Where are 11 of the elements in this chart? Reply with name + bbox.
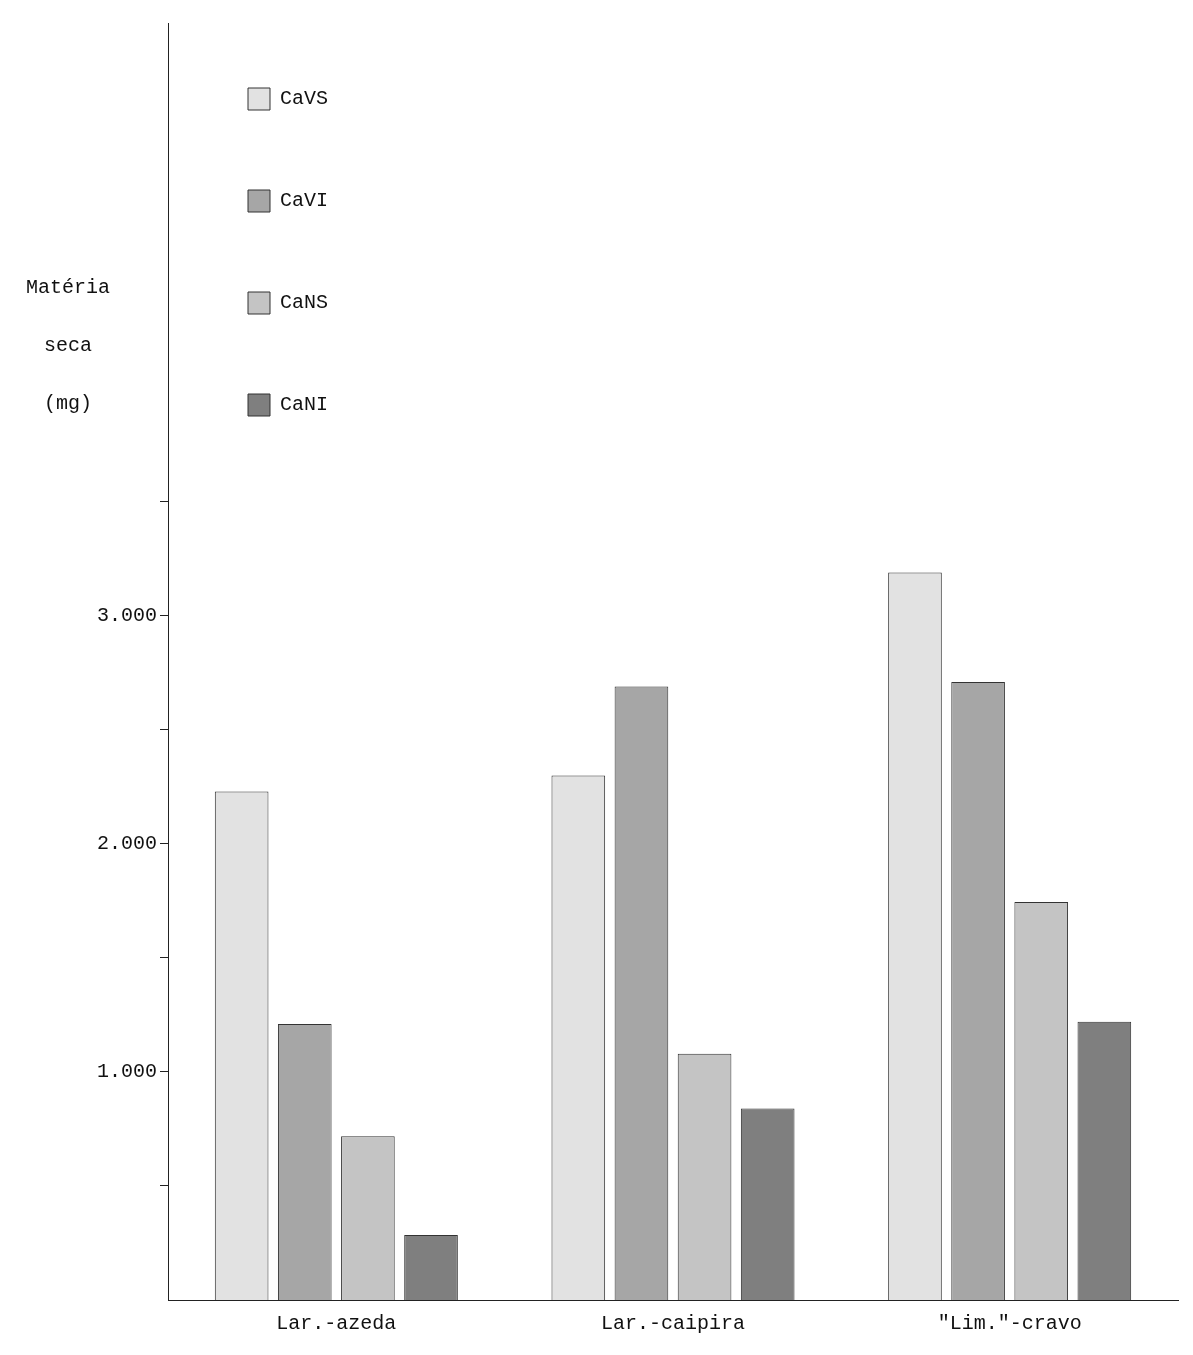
- legend-label: CaNI: [280, 393, 329, 417]
- y-tick-label: 2.000: [96, 832, 157, 856]
- y-tick-label: 1.000: [96, 1060, 157, 1084]
- x-tick-label: "Lim."-cravo: [937, 1312, 1082, 1336]
- legend-label: CaNS: [280, 291, 329, 315]
- x-tick-label: Lar.-azeda: [276, 1312, 397, 1336]
- y-tick-label: 3.000: [96, 604, 157, 628]
- legend-label: CaVI: [280, 189, 329, 213]
- text: Matéria seca (mg): [25, 276, 111, 415]
- legend-label: CaVS: [280, 87, 329, 111]
- x-tick-label: Lar.-caipira: [600, 1312, 746, 1336]
